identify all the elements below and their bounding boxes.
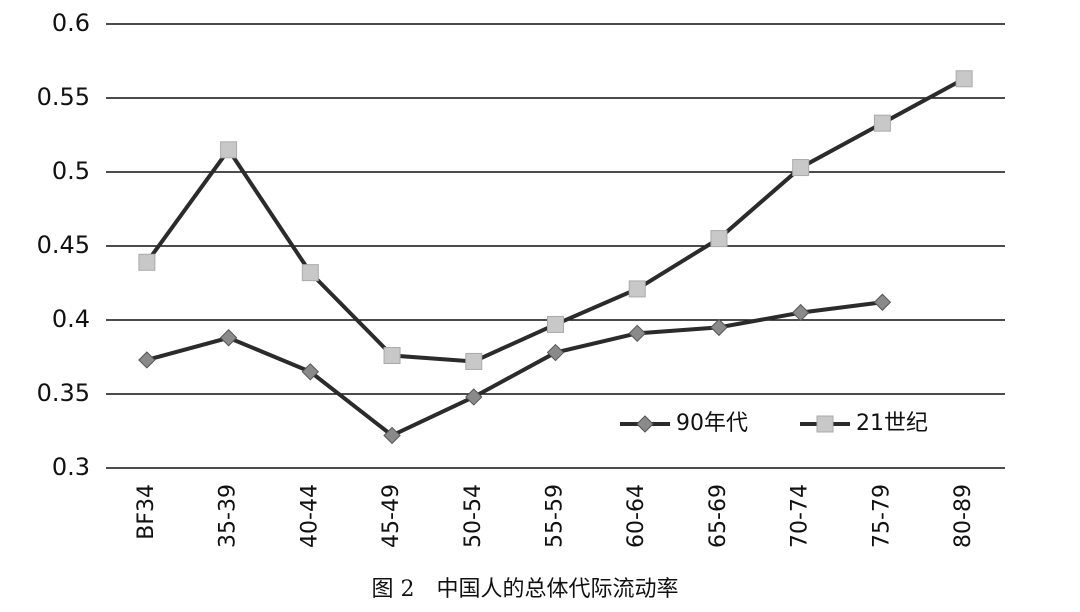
chart-title: 图 2 中国人的总体代际流动率 [372, 577, 679, 602]
y-tick-label: 0.6 [52, 9, 90, 37]
x-tick-label: 55-59 [543, 484, 568, 548]
x-tick-label: 40-44 [297, 484, 322, 548]
y-tick-label: 0.55 [37, 83, 90, 111]
point [219, 329, 238, 347]
series-line [146, 300, 883, 438]
point [138, 351, 156, 369]
y-tick-label: 0.35 [37, 379, 90, 407]
point [383, 426, 401, 445]
y-tick-label: 0.4 [52, 305, 90, 333]
x-tick-label: 35-39 [216, 484, 241, 548]
point [301, 363, 320, 381]
legend-label: 90年代 [676, 411, 748, 436]
x-tick-label: 80-89 [951, 484, 976, 548]
point [710, 230, 728, 248]
point [628, 280, 646, 298]
point [465, 352, 483, 370]
y-tick-label: 0.3 [52, 453, 90, 481]
point [791, 303, 810, 322]
x-tick-label: 45-49 [379, 484, 404, 548]
legend-marker [636, 415, 654, 433]
x-tick-label: 75-79 [869, 484, 894, 548]
point [873, 293, 892, 311]
point [792, 159, 810, 177]
legend-label: 21世纪 [856, 411, 928, 436]
point [547, 315, 564, 333]
point [955, 70, 973, 88]
point [138, 253, 156, 271]
point [628, 324, 646, 343]
point [220, 141, 238, 159]
point [301, 264, 319, 282]
point [465, 388, 483, 406]
x-tick-label: 60-64 [624, 484, 649, 548]
point [710, 318, 728, 337]
x-tick-label: BF34 [134, 484, 159, 540]
legend-marker [816, 415, 834, 433]
point [546, 343, 565, 362]
y-tick-label: 0.45 [37, 231, 90, 259]
x-tick-label: 50-54 [461, 484, 486, 548]
y-tick-label: 0.5 [52, 157, 90, 185]
x-tick-label: 65-69 [706, 484, 731, 548]
x-tick-label: 70-74 [788, 484, 813, 548]
point [383, 347, 401, 365]
point [873, 114, 891, 132]
